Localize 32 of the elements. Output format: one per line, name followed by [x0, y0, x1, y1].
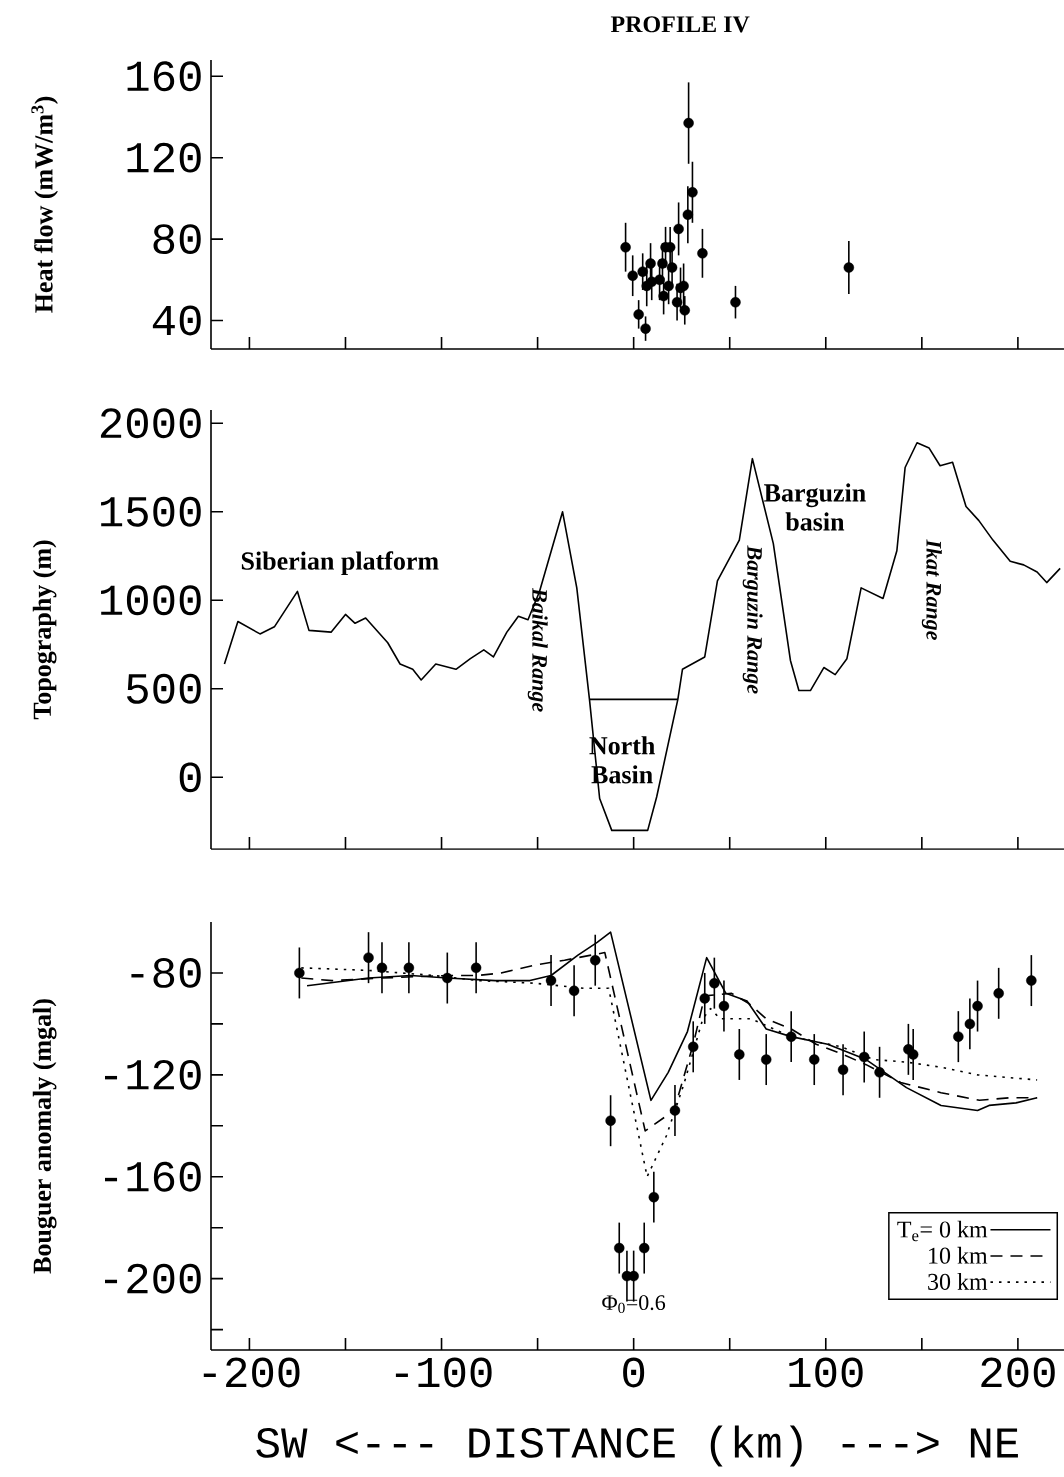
annotation: Ikat Range: [921, 539, 942, 640]
y-tick-label: 120: [127, 142, 201, 173]
y-tick-label: -80: [131, 958, 201, 988]
y-tick-label: 40: [152, 305, 201, 336]
y-tick-label: -160: [105, 1161, 201, 1192]
chart-title: PROFILE IV: [610, 16, 750, 33]
annotation: Siberian platform: [241, 551, 439, 576]
x-tick-label: 200: [981, 1357, 1055, 1388]
legend-label: 30 km: [928, 1273, 988, 1290]
annotation: Barguzin Range: [742, 545, 763, 694]
y-tick-label: 2000: [100, 408, 201, 439]
y-tick-label: 1500: [101, 496, 201, 527]
y-tick-label: 0: [179, 762, 201, 793]
x-tick-label: -200: [203, 1357, 300, 1388]
y-axis-title: Bouguer anomaly (mgal): [32, 999, 57, 1274]
y-axis-title: Topography (m): [32, 540, 57, 720]
y-tick-label: -120: [105, 1059, 201, 1090]
y-tick-label: 160: [127, 61, 201, 92]
y-tick-label: -200: [105, 1263, 201, 1294]
annotation: Barguzin basin: [764, 483, 866, 531]
x-tick-label: -100: [395, 1357, 492, 1388]
y-tick-label: 1000: [101, 585, 201, 616]
legend-label: T$_{e}$= 0 km: [897, 1220, 988, 1242]
annotation: Baikal Range: [527, 587, 548, 712]
x-tick-label: 100: [789, 1357, 863, 1388]
x-tick-label: 0: [623, 1357, 645, 1388]
y-tick-label: 500: [127, 673, 201, 704]
legend-label: 10 km: [929, 1246, 988, 1264]
y-axis-title: Heat flow (mW/m$^{3}$): [31, 96, 58, 313]
x-axis-title: SW <--- DISTANCE (km) ---> NE: [256, 1425, 1018, 1467]
annotation: Φ$_{0}$=0.6: [602, 1295, 666, 1314]
y-tick-label: 80: [153, 224, 201, 255]
